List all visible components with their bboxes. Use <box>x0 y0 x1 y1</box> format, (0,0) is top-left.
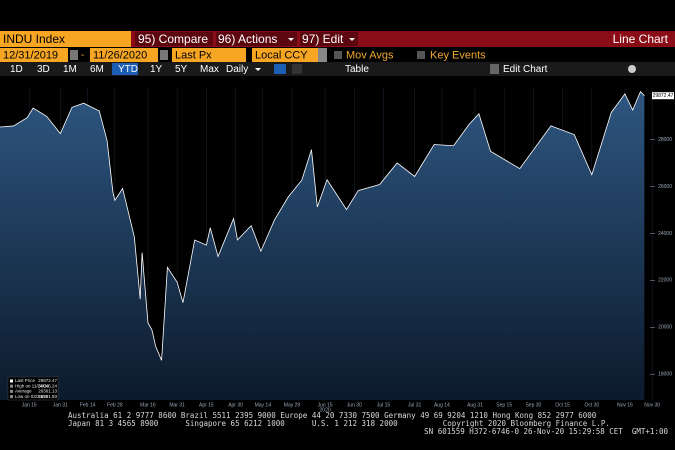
legend-value: 26361.13 <box>38 389 57 394</box>
legend-swatch <box>10 389 13 393</box>
x-tick-label: Sep 15 <box>496 402 512 408</box>
currency-label: Local CCY <box>255 49 308 61</box>
legend-value: 29872.47 <box>38 378 57 383</box>
edit-chart-button[interactable]: Edit Chart <box>503 64 548 75</box>
footer-line: Japan 81 3 4565 8900 Singapore 65 6212 1… <box>68 419 610 428</box>
y-tick-label: 26000 <box>658 184 672 190</box>
frequency-label[interactable]: Daily <box>226 64 248 75</box>
legend-value: 18591.93 <box>38 394 57 399</box>
legend-swatch <box>10 384 13 388</box>
compare-label: 95) Compare <box>138 32 208 46</box>
x-year-label: 2020 <box>320 407 331 413</box>
field-selector[interactable] <box>172 48 246 62</box>
toolbar <box>0 62 675 76</box>
x-tick-label: Oct 15 <box>555 402 570 408</box>
legend-value: 30046.24 <box>38 383 57 388</box>
period-button[interactable]: 5Y <box>175 64 188 75</box>
x-tick-label: Jan 31 <box>53 402 68 408</box>
edit-label: 97) Edit <box>302 32 344 46</box>
period-buttons: 1D 3D 1M 6M YTD 1Y 5Y Max <box>10 63 219 75</box>
x-tick-label: Nov 16 <box>617 402 633 408</box>
legend-box <box>7 376 59 401</box>
chart: Jan 15 Jan 31 Feb 14 Feb 28 Mar 16 Mar 31 Apr … <box>0 88 674 413</box>
period-button[interactable]: 1D <box>10 64 23 75</box>
y-tick-label: 20000 <box>658 325 672 331</box>
period-button[interactable]: 6M <box>90 64 104 75</box>
period-button[interactable]: YTD <box>118 64 138 75</box>
x-tick-label: Jan 15 <box>22 402 37 408</box>
x-tick-label: Sep 30 <box>525 402 541 408</box>
x-tick-label: Jul 31 <box>408 402 422 408</box>
actions-label: 96) Actions <box>218 32 277 46</box>
active-period <box>112 63 138 75</box>
dropdown-arrow <box>288 38 294 41</box>
bar-icon[interactable] <box>292 64 302 74</box>
x-tick-label: May 29 <box>284 402 301 408</box>
area <box>0 91 645 401</box>
currency-selector[interactable] <box>252 48 318 62</box>
dropdown-arrow <box>255 68 261 71</box>
legend-label: High on 11/24/20 <box>15 383 49 388</box>
period-button[interactable]: Max <box>200 64 219 75</box>
x-tick-label: Nov 30 <box>644 402 660 408</box>
x-tick-label: May 14 <box>255 402 272 408</box>
x-tick-label: Apr 15 <box>199 402 214 408</box>
legend-swatch <box>10 395 13 399</box>
end-date-field[interactable] <box>90 48 158 62</box>
ticker: INDU Index <box>3 32 65 46</box>
footer-line: SN 601559 H372-6746-0 26-Nov-20 15:29:58… <box>424 427 668 436</box>
y-tick-label: 18000 <box>658 372 672 378</box>
y-tick-label: 22000 <box>658 278 672 284</box>
line-icon[interactable] <box>274 64 286 74</box>
x-tick-label: Jun 30 <box>347 402 362 408</box>
y-tick-label: 24000 <box>658 231 672 237</box>
ticker-box[interactable] <box>0 31 131 47</box>
legend-label: Average <box>15 389 32 394</box>
period-button[interactable]: 1Y <box>150 64 163 75</box>
end-date: 11/26/2020 <box>93 49 147 61</box>
view-title: Line Chart <box>613 32 669 46</box>
calendar-icon[interactable] <box>70 50 78 60</box>
edit-chart-icon <box>490 64 499 74</box>
legend-label: Last Price <box>15 378 36 383</box>
footer-line: Australia 61 2 9777 8600 Brazil 5511 239… <box>68 411 597 420</box>
mov-avgs-label: Mov Avgs <box>346 49 394 61</box>
start-date: 12/31/2019 <box>3 49 58 61</box>
period-button[interactable]: 3D <box>37 64 50 75</box>
table-button[interactable]: Table <box>345 64 369 75</box>
x-tick-label: Apr 30 <box>228 402 243 408</box>
key-events-checkbox[interactable] <box>417 51 425 59</box>
calendar-icon[interactable] <box>160 50 168 60</box>
x-tick-label: Jul 15 <box>377 402 391 408</box>
y-tick-label: 28000 <box>658 137 672 143</box>
x-tick-label: Mar 16 <box>140 402 156 408</box>
field-label: Last Px <box>175 49 212 61</box>
compare-button[interactable] <box>135 32 213 46</box>
line <box>0 90 645 361</box>
legend-label: Low on 03/23/20 <box>15 394 49 399</box>
settings-icon[interactable] <box>628 65 636 73</box>
x-tick-label: Aug 14 <box>434 402 450 408</box>
last-price-label: 29872.47 <box>653 93 674 99</box>
edit-button[interactable] <box>300 32 358 46</box>
x-tick-label: Aug 31 <box>467 402 483 408</box>
legend-swatch <box>10 379 13 383</box>
date-separator: - <box>81 50 84 61</box>
mov-avgs-checkbox[interactable] <box>334 51 342 59</box>
key-events-label: Key Events <box>430 49 486 61</box>
x-tick-label: Oct 30 <box>584 402 599 408</box>
actions-button[interactable] <box>216 32 297 46</box>
x-tick-label: Feb 14 <box>80 402 96 408</box>
x-tick-label: Mar 31 <box>169 402 185 408</box>
currency-dropdown[interactable] <box>318 48 327 62</box>
dropdown-arrow <box>349 38 355 41</box>
period-button[interactable]: 1M <box>63 64 77 75</box>
x-tick-label: Jun 15 <box>318 402 333 408</box>
x-tick-label: Feb 28 <box>107 402 123 408</box>
last-price-tag <box>652 92 674 100</box>
start-date-field[interactable] <box>0 48 68 62</box>
